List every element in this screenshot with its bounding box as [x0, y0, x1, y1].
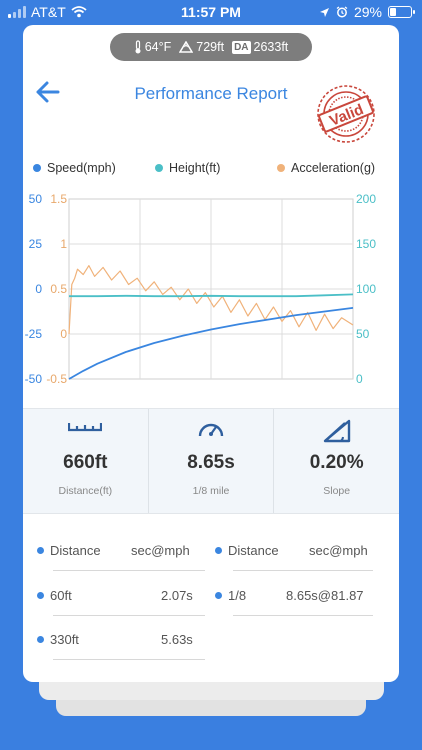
conditions-pill: 64°F 729ft DA 2633ft: [110, 33, 312, 61]
legend-dot: [33, 164, 41, 172]
mountain-icon: [179, 41, 194, 53]
temperature-item: 64°F: [134, 40, 172, 54]
legend-dot: [277, 164, 285, 172]
y-tick-label-inner-left: -0.5: [46, 372, 67, 386]
metric-label: 1/8 mile: [192, 485, 230, 497]
y-tick-label-inner-left: 0: [60, 327, 67, 341]
metric-value: 660ft: [63, 452, 108, 473]
header-name-1: Distance: [37, 543, 101, 558]
y-tick-label-right: 150: [356, 237, 376, 251]
row-divider: [53, 659, 205, 660]
legend-item-acceleration: Acceleration(g): [277, 161, 375, 175]
y-tick-label-outer-left: 25: [29, 237, 43, 251]
row-value: 2.07s: [161, 588, 193, 603]
location-arrow-icon: [319, 7, 329, 17]
metric-value: 0.20%: [309, 452, 364, 473]
bullet-dot: [37, 592, 44, 600]
page-title: Performance Report: [134, 84, 288, 103]
metric-value: 8.65s: [187, 452, 235, 473]
header-label: Distance: [228, 543, 279, 558]
wifi-icon: [71, 6, 87, 18]
row-label: 60ft: [50, 588, 72, 603]
legend-label: Acceleration(g): [291, 161, 376, 175]
chart-legend: Speed(mph) Height(ft) Acceleration(g): [23, 161, 399, 181]
table-row: 1/8: [215, 588, 246, 603]
bullet-dot: [37, 547, 44, 555]
series-line-speed: [68, 307, 354, 380]
status-bar: AT&T 11:57 PM 29%: [0, 0, 422, 24]
y-tick-label-right: 0: [356, 372, 363, 386]
row-label: 1/8: [228, 588, 247, 603]
row-divider: [53, 570, 205, 571]
thermometer-icon: [135, 40, 141, 54]
series-line-height: [69, 293, 354, 298]
row-divider: [53, 615, 205, 616]
elevation-item: 729ft: [179, 40, 224, 54]
temperature-value: 64°F: [144, 40, 172, 54]
ruler-icon: [68, 423, 103, 432]
row-value: 5.63s: [161, 632, 193, 647]
battery-level: [390, 8, 396, 16]
slope-icon: [323, 419, 350, 443]
stamp-label: Valid: [327, 101, 366, 130]
metrics-panel: 660ft Distance(ft) 8.65s 1/8 mile 0.20% …: [23, 408, 399, 514]
status-time: 11:57 PM: [181, 4, 241, 20]
row-divider: [233, 570, 373, 571]
density-altitude-item: DA 2633ft: [232, 40, 288, 54]
valid-stamp-icon: Valid: [317, 85, 375, 143]
alarm-icon: [336, 6, 348, 18]
bullet-dot: [215, 547, 222, 555]
header-value-1: sec@mph: [131, 543, 190, 558]
speedometer-icon: [198, 423, 224, 437]
table-row: 330ft: [37, 632, 79, 647]
elevation-value: 729ft: [196, 40, 225, 54]
y-tick-label-outer-left: 50: [29, 192, 43, 206]
legend-label: Height(ft): [169, 161, 221, 175]
metric-distance: 660ft Distance(ft): [23, 409, 148, 513]
metric-label: Distance(ft): [58, 485, 113, 497]
metric-time: 8.65s 1/8 mile: [147, 409, 274, 513]
y-tick-label-inner-left: 0.5: [50, 282, 67, 296]
header-label: Distance: [50, 543, 101, 558]
density-altitude-badge: DA: [232, 40, 251, 54]
battery-icon: [388, 6, 415, 18]
battery-percent: 29%: [353, 4, 382, 20]
row-value: 8.65s@81.87: [286, 588, 364, 603]
y-tick-label-outer-left: -50: [25, 372, 43, 386]
row-divider: [233, 615, 373, 616]
y-tick-label-outer-left: -25: [25, 327, 43, 341]
density-altitude-value: 2633ft: [253, 40, 289, 54]
row-label: 330ft: [50, 632, 79, 647]
y-tick-label-right: 200: [356, 192, 376, 206]
back-arrow-icon[interactable]: [31, 75, 65, 109]
header-value-2: sec@mph: [309, 543, 368, 558]
y-tick-label-inner-left: 1.5: [50, 192, 67, 206]
y-tick-label-right: 100: [356, 282, 376, 296]
header-name-2: Distance: [215, 543, 279, 558]
table-row: 60ft: [37, 588, 72, 603]
legend-dot: [155, 164, 163, 172]
carrier-name: AT&T: [31, 4, 66, 20]
legend-label: Speed(mph): [47, 161, 116, 175]
performance-card: 64°F 729ft DA 2633ft Performance Report …: [23, 25, 399, 682]
metric-label: Slope: [323, 485, 351, 497]
y-tick-label-right: 50: [356, 327, 370, 341]
bullet-dot: [37, 636, 44, 644]
legend-item-height: Height(ft): [155, 161, 220, 175]
legend-item-speed: Speed(mph): [33, 161, 116, 175]
signal-bars-icon: [8, 6, 26, 18]
y-tick-label-inner-left: 1: [60, 237, 67, 251]
series-line-acceleration: [68, 264, 354, 335]
y-tick-label-outer-left: 0: [35, 282, 42, 296]
performance-chart: 50 25 0 -25 -50 1.5 1 0.5 0 -0.5 200 150 100 50 0: [25, 192, 377, 386]
metric-slope: 0.20% Slope: [273, 409, 399, 513]
bullet-dot: [215, 592, 222, 600]
